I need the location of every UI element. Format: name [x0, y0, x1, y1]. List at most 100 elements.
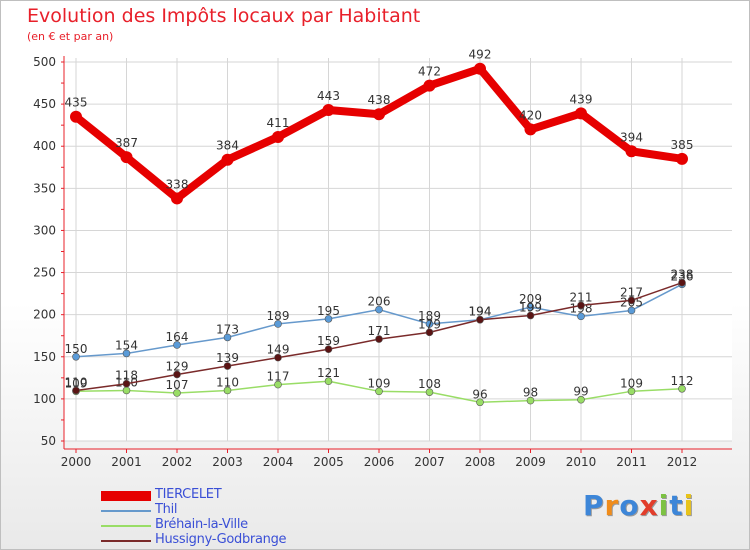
- data-label-hussigny: 118: [115, 369, 138, 383]
- data-label-thil: 195: [317, 304, 340, 318]
- data-label-hussigny: 149: [267, 343, 290, 357]
- data-label-brehain: 107: [166, 378, 189, 392]
- data-label-hussigny: 159: [317, 334, 340, 348]
- data-label-tiercelet: 411: [267, 116, 290, 130]
- y-tick-label: 150: [33, 350, 56, 364]
- x-tick-label: 2004: [263, 455, 294, 469]
- data-point-brehain: [274, 380, 282, 389]
- logo-letter: i: [658, 489, 670, 522]
- data-point-thil: [425, 320, 434, 328]
- legend-item-brehain: Bréhain-la-Ville: [101, 517, 341, 533]
- proxiti-logo: Proxiti: [583, 489, 694, 522]
- data-point-thil: [274, 320, 282, 328]
- data-point-tiercelet: [474, 62, 486, 75]
- logo-letter: P: [583, 489, 605, 522]
- data-point-hussigny: [274, 353, 282, 362]
- y-tick-label: 50: [41, 434, 56, 448]
- y-tick-label: 500: [33, 55, 56, 69]
- data-label-brehain: 109: [620, 376, 643, 390]
- data-label-tiercelet: 472: [418, 65, 441, 79]
- data-label-hussigny: 194: [469, 305, 492, 319]
- data-label-tiercelet: 387: [115, 136, 138, 150]
- data-point-brehain: [476, 398, 484, 407]
- data-point-hussigny: [476, 315, 484, 324]
- y-tick-label: 300: [33, 223, 56, 237]
- data-point-hussigny: [72, 386, 80, 395]
- data-point-brehain: [173, 389, 181, 397]
- data-point-tiercelet: [70, 110, 82, 123]
- data-point-brehain: [375, 387, 383, 396]
- data-label-tiercelet: 492: [469, 48, 492, 62]
- data-label-hussigny: 179: [418, 317, 441, 331]
- data-label-tiercelet: 438: [368, 93, 391, 107]
- data-point-tiercelet: [625, 145, 638, 158]
- legend-swatch-thil: [101, 510, 151, 512]
- data-point-tiercelet: [575, 107, 587, 120]
- legend-item-hussigny: Hussigny-Godbrange: [101, 532, 341, 548]
- x-tick-label: 2011: [616, 455, 647, 469]
- data-label-thil: 189: [267, 309, 290, 323]
- data-point-tiercelet: [272, 130, 284, 143]
- data-point-hussigny: [678, 278, 686, 287]
- data-label-brehain: 110: [216, 375, 239, 389]
- legend-label-thil: Thil: [155, 502, 178, 517]
- logo-letter: i: [683, 489, 695, 522]
- data-label-hussigny: 217: [620, 285, 643, 299]
- data-label-tiercelet: 394: [620, 130, 643, 144]
- data-point-thil: [375, 305, 383, 314]
- data-point-tiercelet: [676, 152, 688, 165]
- data-label-thil: 236: [671, 269, 694, 283]
- data-label-brehain: 96: [472, 387, 487, 401]
- data-label-hussigny: 139: [216, 351, 239, 365]
- y-tick-label: 250: [33, 266, 56, 280]
- data-point-thil: [122, 349, 131, 358]
- data-label-hussigny: 199: [519, 301, 542, 315]
- data-label-thil: 189: [418, 309, 441, 323]
- data-label-tiercelet: 384: [216, 139, 239, 153]
- data-label-thil: 154: [115, 338, 138, 352]
- data-label-tiercelet: 443: [317, 89, 340, 103]
- x-tick-label: 2010: [566, 455, 597, 469]
- y-tick-label: 200: [33, 308, 56, 322]
- legend-swatch-hussigny: [101, 540, 151, 542]
- data-point-thil: [627, 306, 636, 315]
- data-point-brehain: [577, 395, 585, 404]
- data-point-brehain: [223, 386, 232, 395]
- y-tick-label: 450: [33, 97, 56, 111]
- data-label-tiercelet: 435: [65, 96, 88, 110]
- y-tick-label: 350: [33, 181, 56, 195]
- legend-label-hussigny: Hussigny-Godbrange: [155, 532, 287, 547]
- data-point-brehain: [627, 387, 636, 396]
- y-tick-label: 100: [33, 392, 56, 406]
- data-label-hussigny: 211: [570, 290, 593, 304]
- data-label-thil: 173: [216, 322, 239, 336]
- data-point-tiercelet: [373, 108, 385, 121]
- data-label-thil: 150: [65, 342, 88, 356]
- data-label-hussigny: 238: [671, 268, 694, 282]
- legend-swatch-brehain: [101, 525, 151, 527]
- logo-letter: t: [669, 489, 684, 522]
- data-label-thil: 194: [469, 305, 492, 319]
- x-tick-label: 2001: [111, 455, 142, 469]
- legend-label-brehain: Bréhain-la-Ville: [155, 517, 248, 532]
- data-label-brehain: 109: [368, 376, 391, 390]
- data-point-tiercelet: [120, 151, 133, 164]
- data-label-thil: 164: [166, 330, 189, 344]
- data-point-thil: [223, 333, 232, 342]
- data-label-brehain: 108: [418, 377, 441, 391]
- legend-swatch-tiercelet: [101, 491, 151, 501]
- legend-item-tiercelet: TIERCELET: [101, 487, 341, 503]
- data-label-brehain: 109: [65, 376, 88, 390]
- legend-label-tiercelet: TIERCELET: [155, 487, 222, 502]
- data-point-thil: [324, 315, 333, 323]
- data-point-hussigny: [324, 345, 333, 353]
- x-tick-label: 2005: [313, 455, 344, 469]
- legend-item-thil: Thil: [101, 502, 341, 518]
- data-point-hussigny: [173, 370, 181, 379]
- data-label-hussigny: 129: [166, 359, 189, 373]
- x-tick-label: 2000: [61, 455, 92, 469]
- data-label-tiercelet: 420: [519, 108, 542, 122]
- data-point-hussigny: [627, 296, 636, 305]
- x-tick-label: 2006: [364, 455, 395, 469]
